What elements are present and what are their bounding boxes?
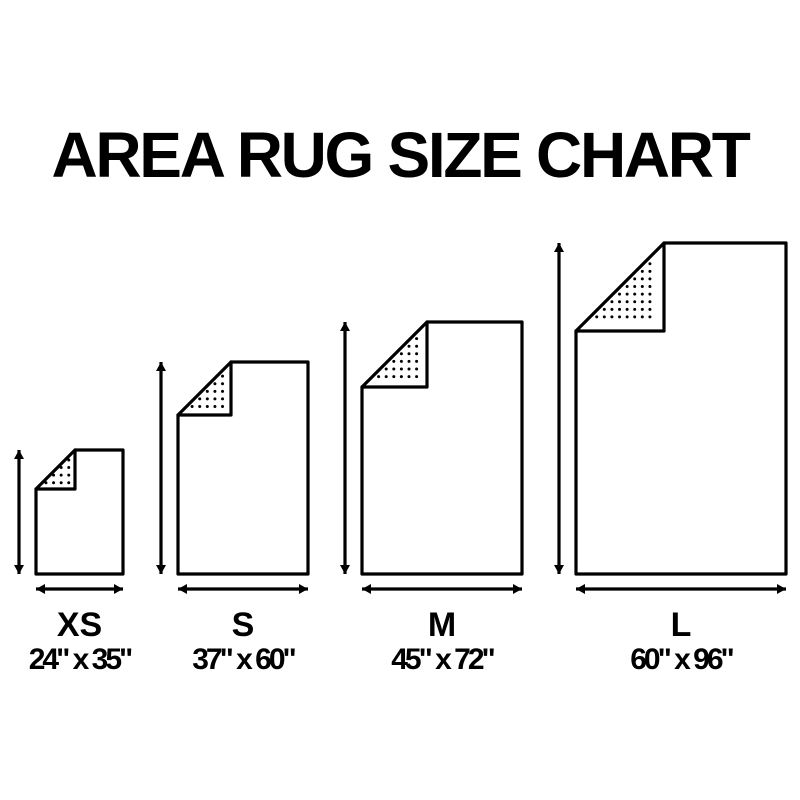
- svg-text:45" x 72": 45" x 72": [391, 643, 494, 676]
- svg-text:37" x 60": 37" x 60": [192, 643, 295, 676]
- svg-text:M: M: [428, 606, 456, 644]
- svg-text:24" x 35": 24" x 35": [29, 643, 132, 676]
- svg-text:60" x 96": 60" x 96": [630, 643, 733, 676]
- svg-text:L: L: [671, 606, 692, 644]
- svg-text:XS: XS: [57, 606, 102, 644]
- svg-text:S: S: [232, 606, 255, 644]
